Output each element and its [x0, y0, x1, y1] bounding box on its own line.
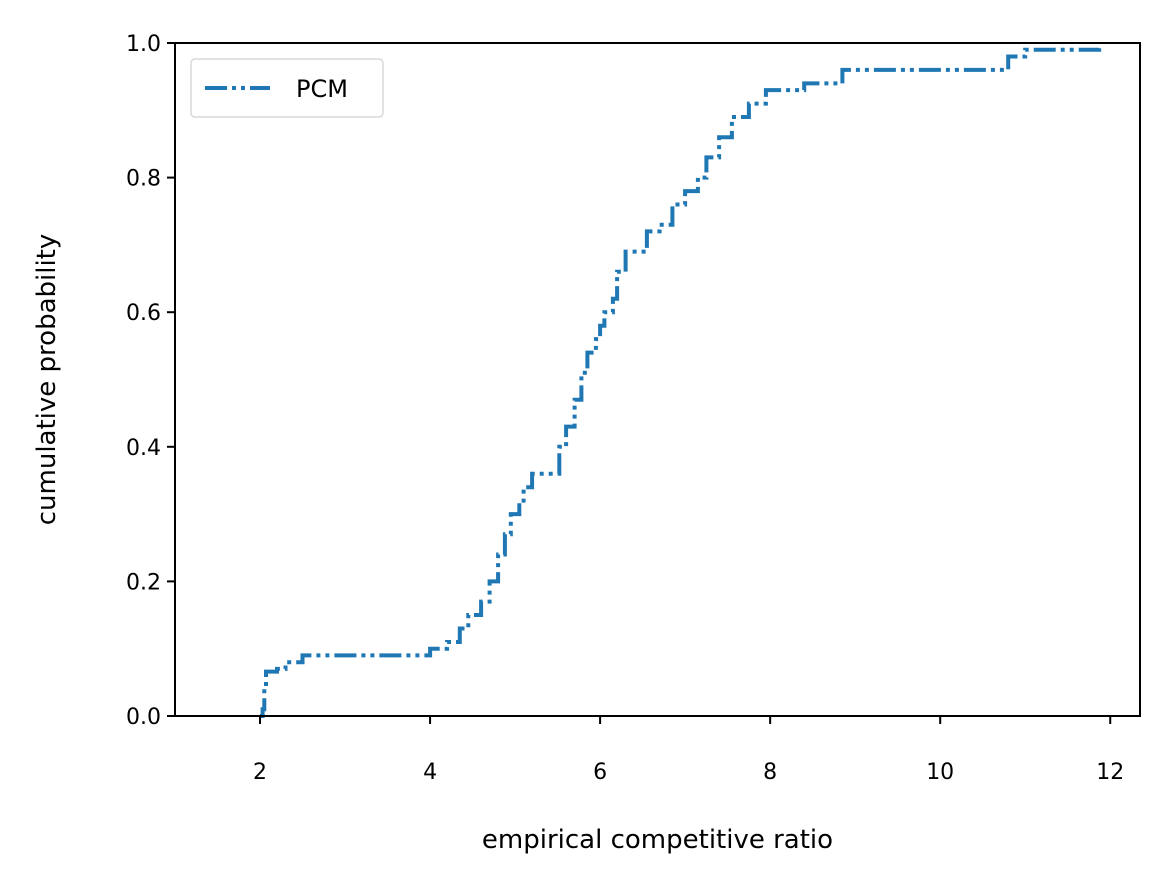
y-tick-label: 0.6: [126, 301, 161, 326]
x-axis-label: empirical competitive ratio: [482, 825, 833, 855]
y-axis-label: cumulative probability: [32, 234, 62, 526]
legend: PCM: [190, 58, 384, 118]
y-tick-label: 0.2: [126, 570, 161, 595]
x-tick-label: 12: [1096, 760, 1124, 785]
legend-label-pcm: PCM: [296, 75, 348, 103]
series-line-pcm: [260, 43, 1102, 718]
axes: 2 4 6 8 10 12 0.0 0.2 0.4 0.6 0.8 1.0: [126, 32, 1141, 785]
x-tick-label: 6: [593, 760, 607, 785]
x-tick-label: 8: [763, 760, 777, 785]
y-tick-label: 0.8: [126, 167, 161, 192]
y-tick-label: 1.0: [126, 32, 161, 57]
legend-box: [190, 58, 384, 118]
x-tick-label: 4: [423, 760, 437, 785]
plot-frame: [174, 42, 1141, 717]
x-tick-label: 2: [253, 760, 267, 785]
y-tick-label: 0.0: [126, 705, 161, 730]
y-tick-label: 0.4: [126, 436, 161, 461]
x-tick-label: 10: [926, 760, 954, 785]
plot-area: [260, 43, 1102, 718]
